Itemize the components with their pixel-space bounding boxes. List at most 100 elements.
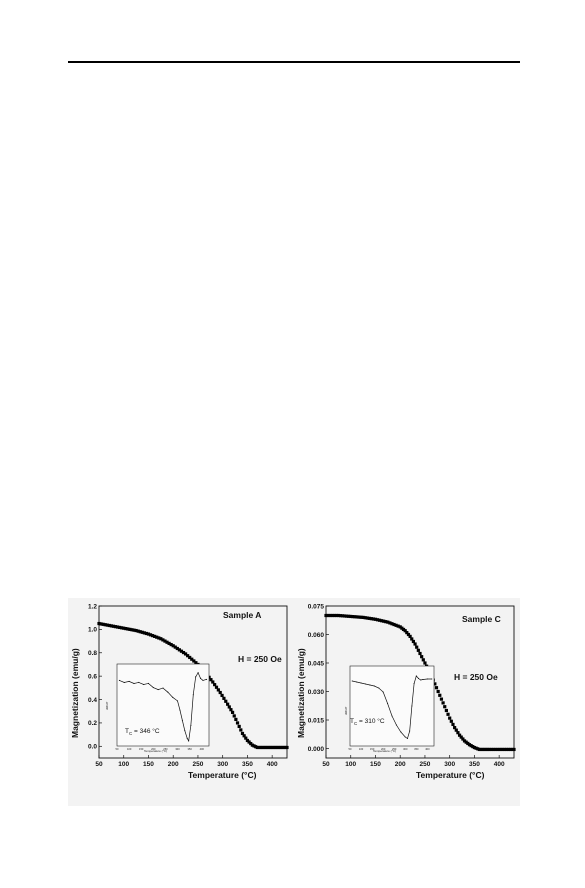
inset-data-point <box>157 689 159 691</box>
panel-c-frame <box>325 605 515 759</box>
x-tick-label: 400 <box>494 761 505 768</box>
x-tick-label: 200 <box>168 761 179 768</box>
inset-data-point <box>123 681 125 683</box>
inset-data-point <box>360 682 362 684</box>
data-point <box>167 641 171 646</box>
inset-data-point <box>152 687 154 689</box>
c-plot-frame <box>325 605 515 759</box>
data-point <box>512 747 516 752</box>
data-point <box>436 689 440 694</box>
panel-c: 50 100 150 200 250 300 350 400 0.000 0.015 0.030 0.… <box>296 603 516 780</box>
inset-data-point <box>192 694 194 696</box>
data-point <box>247 740 251 744</box>
inset-frame <box>349 665 435 747</box>
data-point <box>493 747 497 752</box>
data-point <box>388 621 392 625</box>
inset-x-tick-label: 150 <box>370 747 375 751</box>
data-point <box>487 747 491 752</box>
data-point <box>257 745 261 750</box>
inset-frame <box>116 663 210 747</box>
data-point <box>369 617 373 621</box>
data-point <box>230 710 235 714</box>
data-point <box>163 639 167 643</box>
inset-x-tick-label: 50 <box>349 747 352 751</box>
data-point <box>226 702 230 706</box>
data-point <box>459 735 463 739</box>
x-tick-label: 350 <box>242 761 253 768</box>
inset-x-tick-label: 50 <box>116 747 119 751</box>
data-point <box>469 744 473 748</box>
inset-data-point <box>411 705 413 707</box>
data-point <box>169 642 173 647</box>
data-point <box>418 651 422 656</box>
inset-data-point <box>138 681 140 683</box>
data-point <box>464 740 468 744</box>
data-point <box>120 626 124 630</box>
inset-data-point <box>413 682 415 685</box>
inset-x-tick-label: 150 <box>139 747 144 751</box>
inset-data-point <box>179 709 181 711</box>
data-point <box>345 614 349 618</box>
panel-c-annotation: H = 250 Oe <box>454 672 498 682</box>
data-point <box>177 648 181 652</box>
inset-data-point <box>415 675 417 677</box>
panel-a-annotation: H = 250 Oe <box>238 654 282 664</box>
panel-a: 50 100 150 200 250 300 350 400 0.0 0.2 0.4 0.6 0.8 1.… <box>70 603 289 780</box>
data-point <box>282 745 286 750</box>
data-point <box>285 745 289 750</box>
data-point <box>101 622 105 626</box>
data-point <box>328 613 332 618</box>
panel-c-ticks: 50 100 150 200 250 300 350 400 0.000 0.015 0.030 0.… <box>308 603 505 768</box>
panel-a-inset-ticks: 50 100 150 200 250 300 350 400 <box>116 747 205 751</box>
data-point <box>113 625 118 629</box>
inset-x-tick-label: 300 <box>175 747 180 751</box>
inset-data-point <box>422 678 424 681</box>
data-point <box>186 654 190 658</box>
data-point <box>441 701 445 705</box>
panel-c-tc-value: = 310 °C <box>357 717 385 725</box>
data-point <box>371 617 376 621</box>
panel-c-inset: 50 100 150 200 250 300 350 400 Temperature (°C)… <box>344 665 435 753</box>
data-point <box>508 747 512 752</box>
data-point <box>324 613 328 618</box>
data-point <box>249 741 253 746</box>
header-rule <box>68 61 520 63</box>
inset-data-point <box>400 731 402 733</box>
data-point <box>462 739 467 743</box>
data-point <box>103 623 107 627</box>
data-point <box>161 638 165 642</box>
inset-data-point <box>420 679 422 681</box>
panel-c-inset-ticks: 50 100 150 200 250 300 350 400 <box>349 747 431 751</box>
data-point <box>209 678 213 682</box>
data-point <box>144 631 149 636</box>
data-point <box>443 705 447 709</box>
data-point <box>155 635 159 639</box>
data-point <box>476 747 480 751</box>
data-point <box>175 646 179 651</box>
x-tick-label: 50 <box>322 761 330 768</box>
panel-a-inset-xlabel: Temperature (°C) <box>144 749 167 753</box>
y-tick-label: 1.0 <box>88 627 97 634</box>
inset-data-point <box>133 682 135 685</box>
data-point <box>394 623 398 627</box>
y-tick-label: 0.2 <box>88 720 97 727</box>
data-point <box>451 722 455 727</box>
inset-x-tick-label: 200 <box>381 747 386 751</box>
data-point <box>277 745 281 750</box>
data-point <box>171 644 175 648</box>
data-point <box>132 628 136 632</box>
data-point <box>342 614 347 618</box>
data-point <box>213 683 217 687</box>
data-point <box>384 620 388 624</box>
data-point <box>471 745 475 749</box>
data-point <box>140 630 144 634</box>
data-point <box>497 747 501 752</box>
data-point <box>183 652 188 656</box>
data-point <box>474 746 478 750</box>
data-point <box>148 633 153 637</box>
data-point <box>380 619 384 623</box>
inset-data-point <box>197 672 199 674</box>
inset-data-point <box>128 680 130 682</box>
y-tick-label: 0.030 <box>308 689 325 696</box>
data-point <box>150 634 155 638</box>
